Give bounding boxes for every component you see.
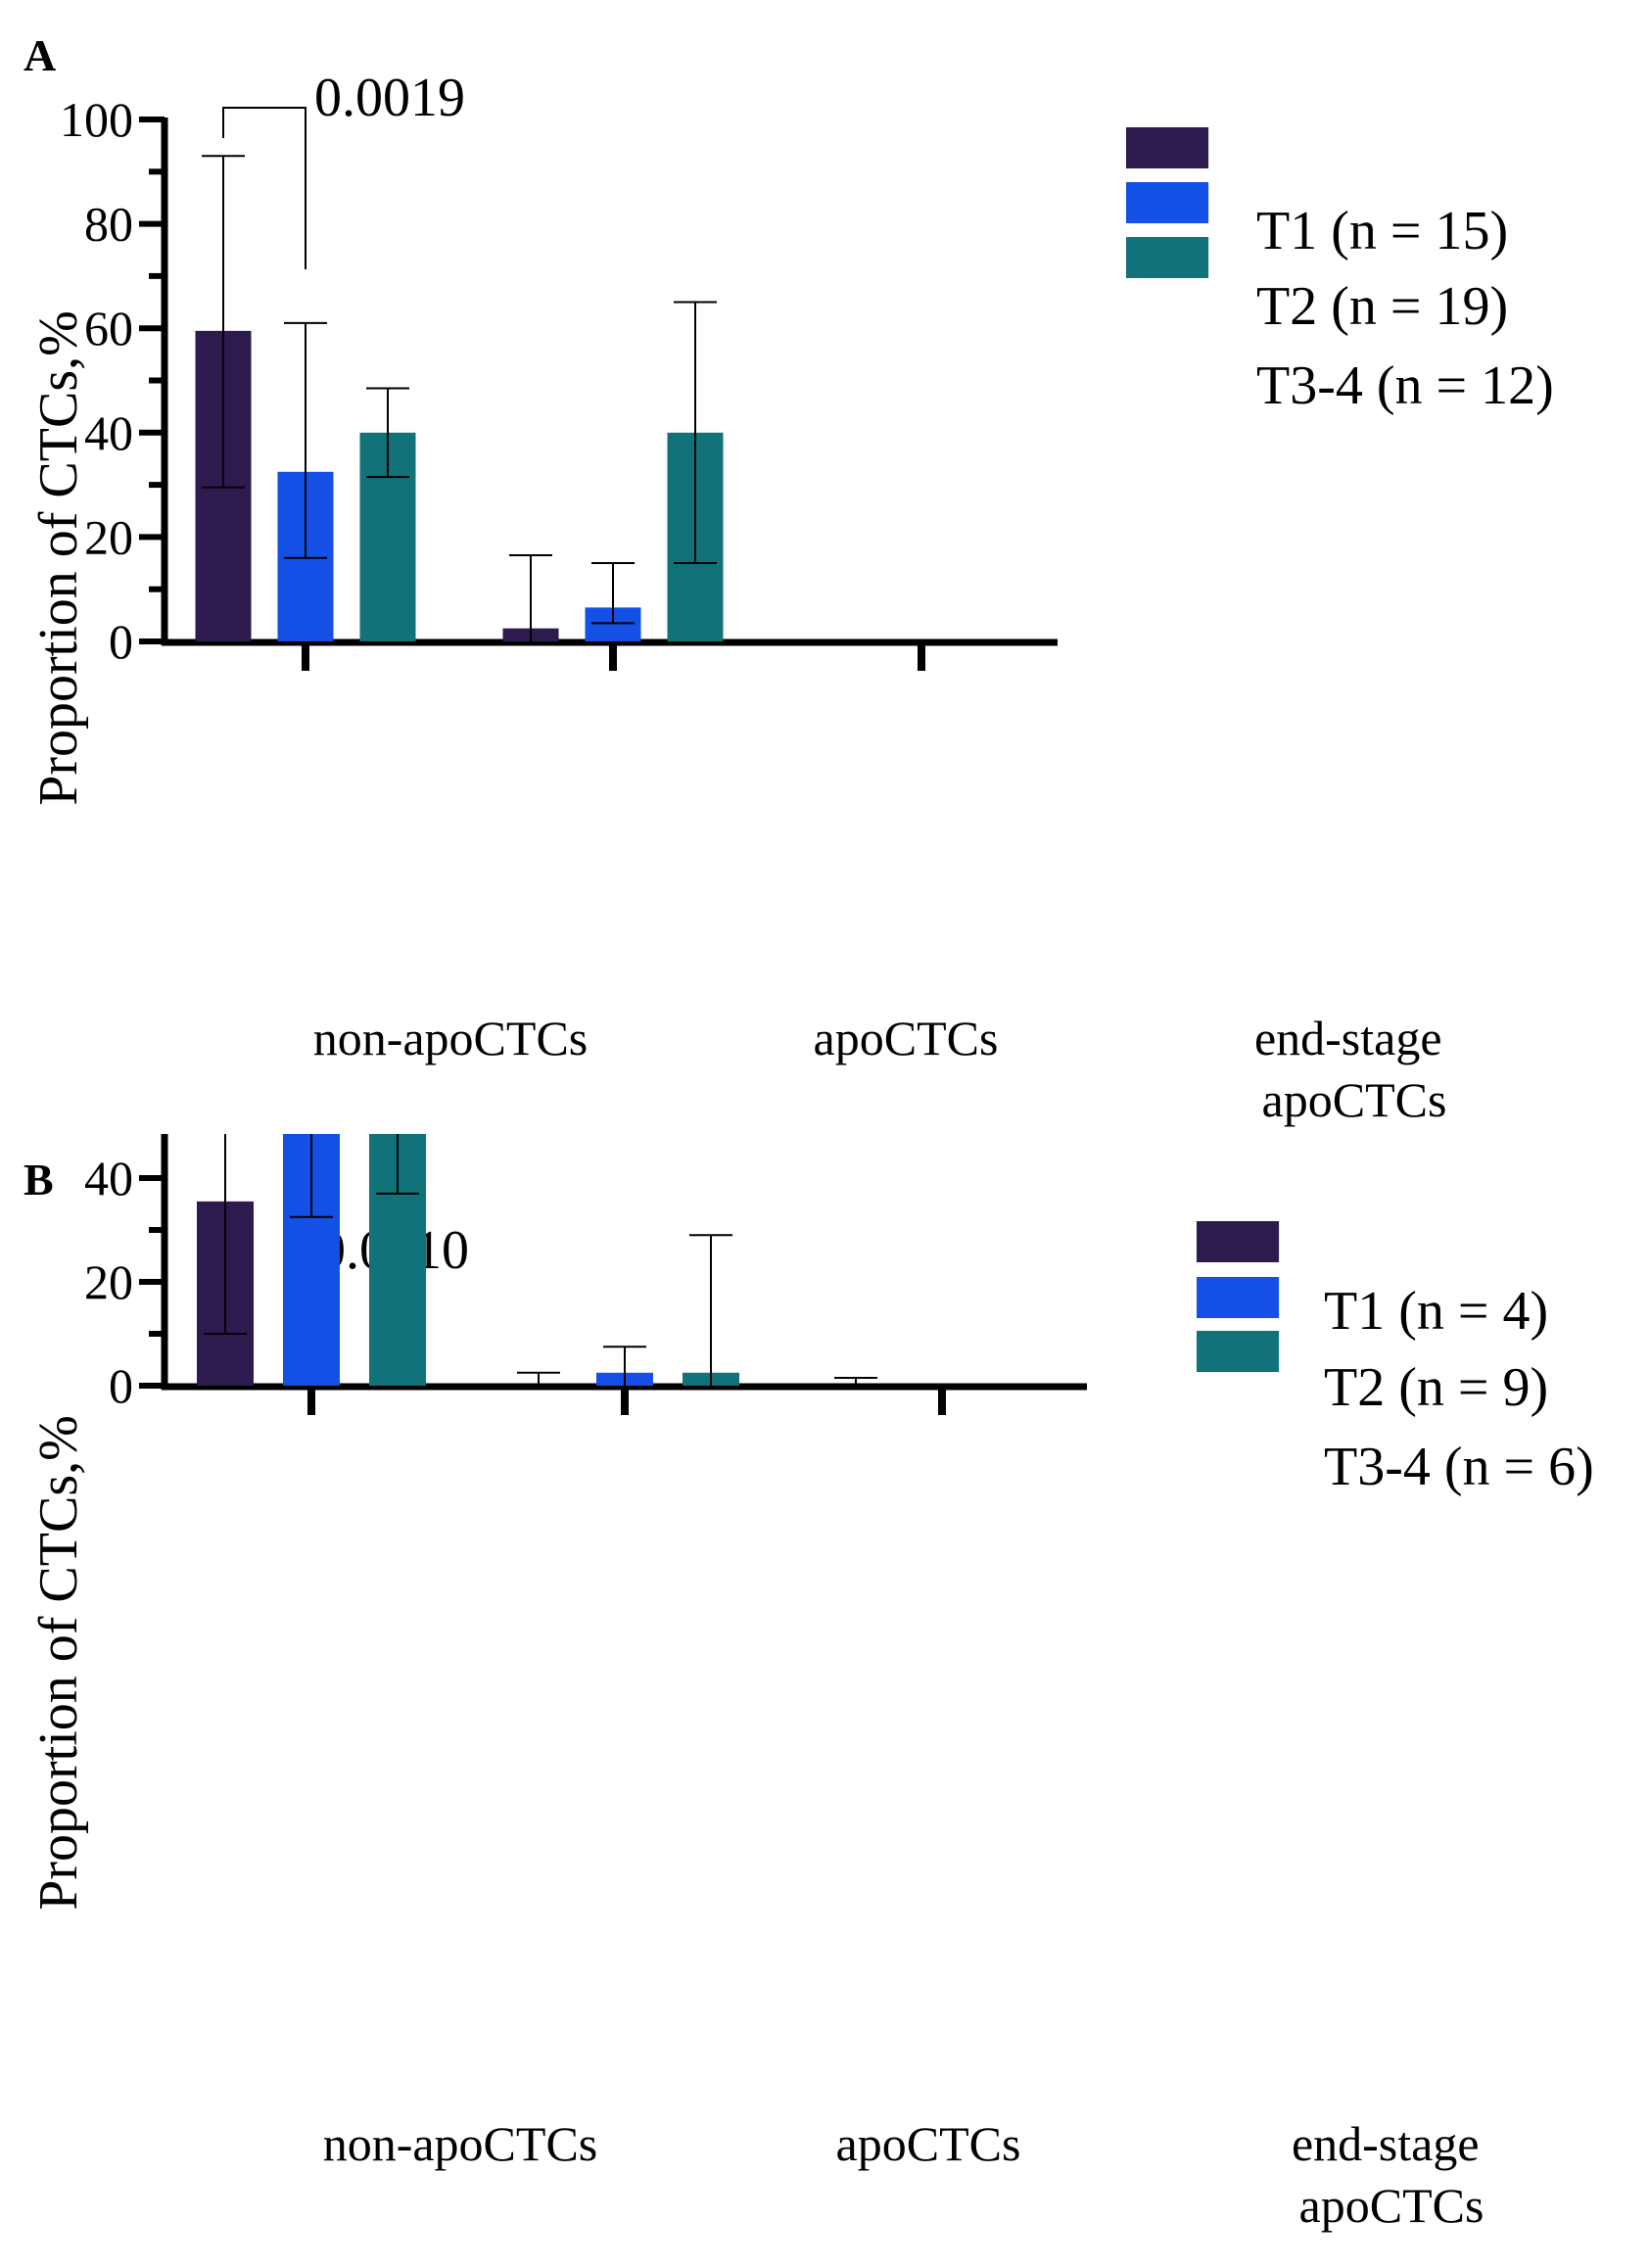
plot-area: 0 20 40 60 80 100 (60, 92, 1209, 671)
legend-swatch (1197, 1221, 1280, 1262)
legend-swatch (1197, 1277, 1280, 1318)
category-label-line-1: end-stage (1254, 1011, 1442, 1065)
panel-letter: B (24, 1155, 54, 1205)
category-label-line-2: apoCTCs (1262, 1072, 1447, 1127)
y-tick-label: 0 (109, 614, 133, 669)
legend-swatch (1126, 237, 1209, 278)
category-label-non-apoctcs: non-apoCTCs (323, 2116, 598, 2171)
y-tick-label: 20 (84, 1254, 133, 1309)
category-label-non-apoctcs: non-apoCTCs (313, 1011, 589, 1065)
chart-a: A Proportion of CTCs,% 0.0019 T1 (n = 15… (24, 30, 1554, 1127)
y-axis-label: Proportion of CTCs,% (28, 1415, 89, 1911)
y-axis-label: Proportion of CTCs,% (28, 310, 89, 806)
legend-swatch (1197, 1331, 1280, 1372)
panel-a: A Proportion of CTCs,% 0.0019 T1 (n = 15… (24, 30, 1554, 1127)
y-tick-label: 40 (84, 405, 133, 460)
y-tick-label: 20 (84, 509, 133, 564)
y-tick-label: 40 (84, 1151, 133, 1205)
y-tick-label: 80 (84, 197, 133, 252)
p-value-annotation: 0.0019 (314, 68, 465, 128)
category-label-end-stage-apoctcs: end-stage apoCTCs (1292, 2116, 1491, 2233)
y-tick-label: 60 (84, 301, 133, 355)
panel-letter: A (24, 30, 56, 80)
y-tick-label: 100 (60, 92, 133, 147)
panel-b: B Proportion of CTCs,% 0.0410 T1 (n = 4)… (0, 1134, 1649, 2268)
category-label-apoctcs: apoCTCs (836, 2116, 1021, 2171)
category-label-line-1: end-stage (1292, 2116, 1480, 2171)
chart-b: B Proportion of CTCs,% 0.0410 T1 (n = 4)… (24, 1134, 1594, 2233)
legend-label-t2: T2 (n = 19) (1256, 276, 1508, 337)
legend-label-t1: T1 (n = 4) (1324, 1281, 1548, 1342)
legend-swatch (1126, 182, 1209, 223)
y-tick-label: 0 (109, 1358, 133, 1413)
significance-bracket (222, 107, 306, 269)
category-label-line-2: apoCTCs (1299, 2178, 1484, 2233)
category-label-apoctcs: apoCTCs (814, 1011, 999, 1065)
legend-label-t34: T3-4 (n = 6) (1324, 1437, 1594, 1497)
legend-label-t2: T2 (n = 9) (1324, 1357, 1548, 1418)
legend-label-t1: T1 (n = 15) (1256, 201, 1508, 261)
legend-swatch (1126, 127, 1209, 168)
legend-label-t34: T3-4 (n = 12) (1256, 355, 1554, 416)
category-label-end-stage-apoctcs: end-stage apoCTCs (1254, 1011, 1454, 1127)
